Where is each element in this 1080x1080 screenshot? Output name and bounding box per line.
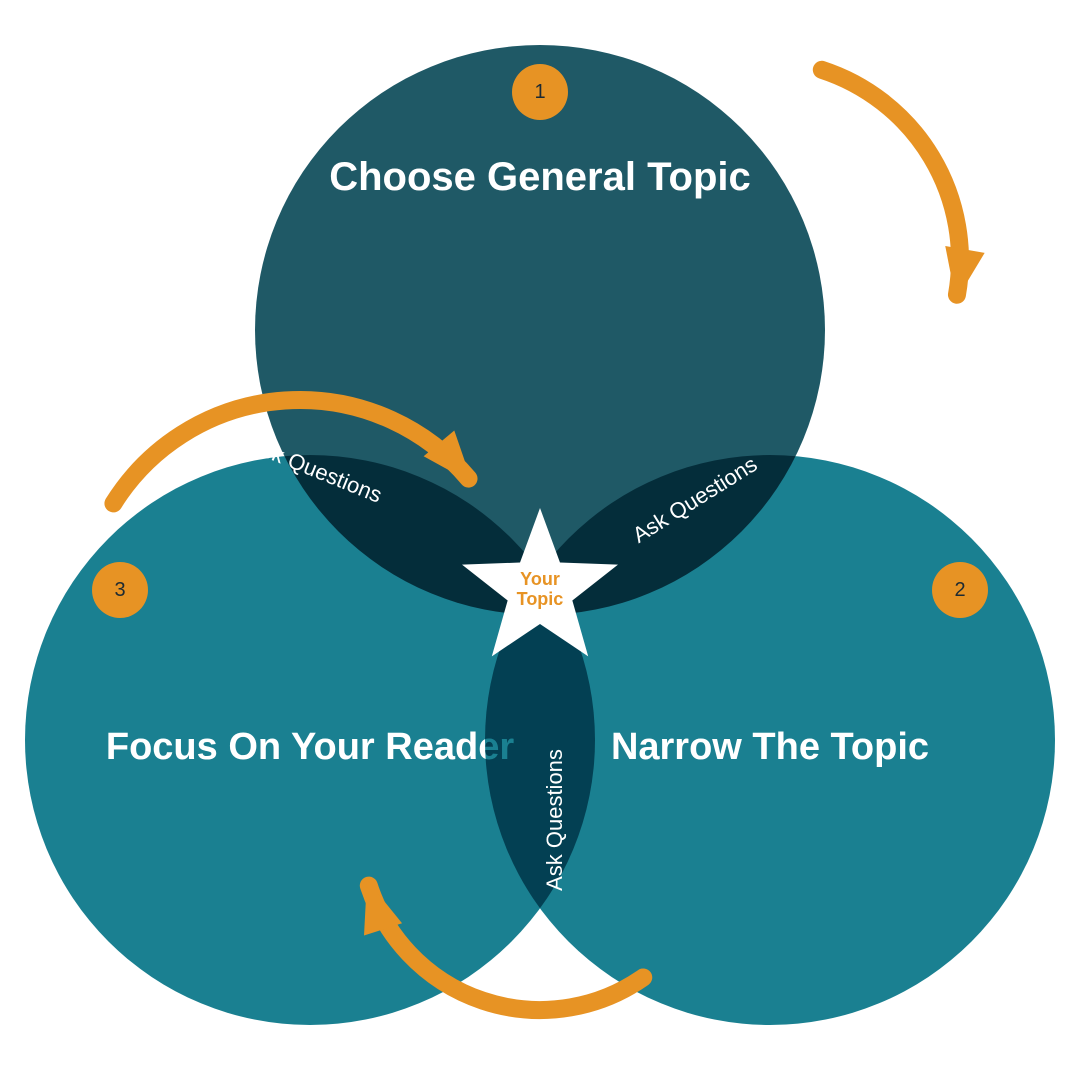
center-star: Your Topic bbox=[454, 504, 626, 676]
center-star-label-line2: Topic bbox=[517, 589, 564, 609]
center-star-label-line1: Your bbox=[520, 569, 560, 589]
venn-diagram: Choose General Topic Narrow The Topic Fo… bbox=[0, 0, 1080, 1080]
center-star-label: Your Topic bbox=[454, 570, 626, 610]
